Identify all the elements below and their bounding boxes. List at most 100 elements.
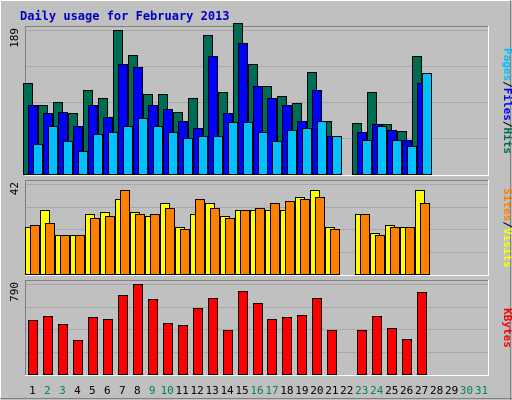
day-label-20: 20: [310, 384, 323, 397]
bar-pages-day-9: [153, 126, 163, 175]
bar-kbytes-day-1: [28, 320, 38, 375]
day-label-24: 24: [370, 384, 384, 397]
series-pages: [33, 73, 432, 175]
day-label-26: 26: [400, 384, 413, 397]
bar-sites-day-17: [270, 203, 280, 275]
bar-pages-day-8: [138, 118, 148, 175]
bar-kbytes-day-3: [58, 324, 68, 375]
bar-sites-day-5: [90, 218, 100, 275]
legend-separator: /: [501, 121, 512, 128]
panel-max-label: 189: [8, 28, 21, 48]
bar-kbytes-day-13: [208, 298, 218, 375]
bar-sites-day-26: [405, 227, 415, 275]
bar-pages-day-19: [302, 128, 312, 175]
day-label-21: 21: [325, 384, 338, 397]
day-label-27: 27: [415, 384, 428, 397]
bar-sites-day-23: [360, 214, 370, 275]
bar-sites-day-4: [75, 235, 85, 275]
bar-sites-day-6: [105, 216, 115, 275]
chart-title: Daily usage for February 2013: [20, 9, 230, 23]
bar-pages-day-25: [392, 140, 402, 175]
day-label-25: 25: [385, 384, 398, 397]
bar-sites-day-14: [225, 218, 235, 275]
bar-pages-day-6: [108, 132, 118, 175]
bar-pages-day-7: [123, 126, 133, 175]
day-label-1: 1: [29, 384, 36, 397]
bar-kbytes-day-4: [73, 340, 83, 375]
bar-kbytes-day-20: [312, 298, 322, 375]
bar-kbytes-day-19: [297, 315, 307, 375]
bar-kbytes-day-21: [327, 330, 337, 375]
bar-sites-day-2: [45, 223, 55, 275]
legend-separator: /: [501, 81, 512, 88]
bar-pages-day-21: [332, 136, 342, 175]
bar-sites-day-8: [135, 214, 145, 275]
bar-sites-day-15: [240, 210, 250, 275]
day-label-18: 18: [280, 384, 293, 397]
bar-pages-day-1: [33, 144, 43, 175]
bar-sites-day-16: [255, 208, 265, 275]
legend-visits: Visits: [501, 228, 512, 268]
day-label-14: 14: [220, 384, 234, 397]
bar-sites-day-25: [390, 227, 400, 275]
bar-kbytes-day-25: [387, 328, 397, 375]
panel-max-label: 42: [8, 182, 21, 195]
bar-pages-day-18: [287, 130, 297, 175]
bar-kbytes-day-18: [282, 317, 292, 375]
day-label-22: 22: [340, 384, 353, 397]
bar-pages-day-27: [422, 73, 432, 175]
bar-kbytes-day-23: [357, 330, 367, 375]
bar-kbytes-day-15: [238, 291, 248, 375]
bar-pages-day-16: [258, 132, 268, 175]
legend-kbytes: KBytes: [501, 308, 512, 348]
chart-panels: 189Pages/Files/Hits42Sites/Visits790KByt…: [8, 23, 512, 376]
panel-legend: Sites/Visits: [501, 188, 512, 268]
panel-hits-files-pages: 189 Pages/Files/Hits: [8, 23, 512, 176]
bar-pages-day-20: [317, 121, 327, 175]
bar-pages-day-15: [243, 122, 253, 175]
series-kbytes: [28, 284, 427, 375]
day-label-2: 2: [44, 384, 51, 397]
day-label-16: 16: [250, 384, 263, 397]
bar-kbytes-day-7: [118, 295, 128, 375]
bar-sites-day-18: [285, 201, 295, 275]
panel-legend: Pages/Files/Hits: [501, 48, 512, 154]
legend-pages: Pages: [501, 48, 512, 81]
day-label-23: 23: [355, 384, 368, 397]
legend-sites: Sites: [501, 188, 512, 221]
series-sites: [30, 190, 430, 275]
bar-sites-day-7: [120, 190, 130, 275]
bar-sites-day-10: [165, 208, 175, 275]
legend-separator: /: [501, 221, 512, 228]
bar-kbytes-day-10: [163, 323, 173, 375]
day-label-29: 29: [445, 384, 458, 397]
bar-pages-day-14: [228, 122, 238, 175]
bar-kbytes-day-5: [88, 317, 98, 375]
day-label-6: 6: [104, 384, 111, 397]
bar-sites-day-9: [150, 214, 160, 275]
bar-pages-day-23: [362, 140, 372, 175]
day-label-31: 31: [475, 384, 488, 397]
bar-pages-day-2: [48, 126, 58, 175]
bar-pages-day-3: [63, 141, 73, 175]
bar-pages-day-24: [377, 126, 387, 175]
bar-sites-day-13: [210, 208, 220, 275]
day-label-12: 12: [191, 384, 204, 397]
bar-kbytes-day-17: [267, 319, 277, 375]
day-label-7: 7: [119, 384, 126, 397]
bar-kbytes-day-2: [43, 316, 53, 375]
bar-kbytes-day-12: [193, 308, 203, 375]
bar-sites-day-3: [60, 235, 70, 275]
bar-pages-day-26: [407, 146, 417, 175]
bar-kbytes-day-9: [148, 299, 158, 375]
bar-kbytes-day-6: [103, 319, 113, 375]
legend-files: Files: [501, 88, 512, 121]
day-label-17: 17: [265, 384, 278, 397]
bar-kbytes-day-11: [178, 325, 188, 375]
day-label-11: 11: [176, 384, 189, 397]
panel-legend: KBytes: [501, 308, 512, 348]
day-label-8: 8: [134, 384, 141, 397]
x-axis-day-labels: 1 2 3 4 5 6 7 8 9 10 11 12 13 14 15 16 17 18 19 20 21 22 23 24 2…: [29, 384, 488, 397]
bar-sites-day-19: [300, 199, 310, 275]
